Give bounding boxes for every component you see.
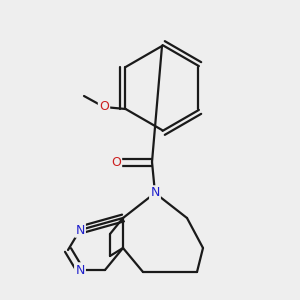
Text: N: N xyxy=(150,187,160,200)
Text: O: O xyxy=(111,155,121,169)
Text: N: N xyxy=(75,224,85,236)
Text: N: N xyxy=(75,263,85,277)
Text: O: O xyxy=(99,100,109,113)
